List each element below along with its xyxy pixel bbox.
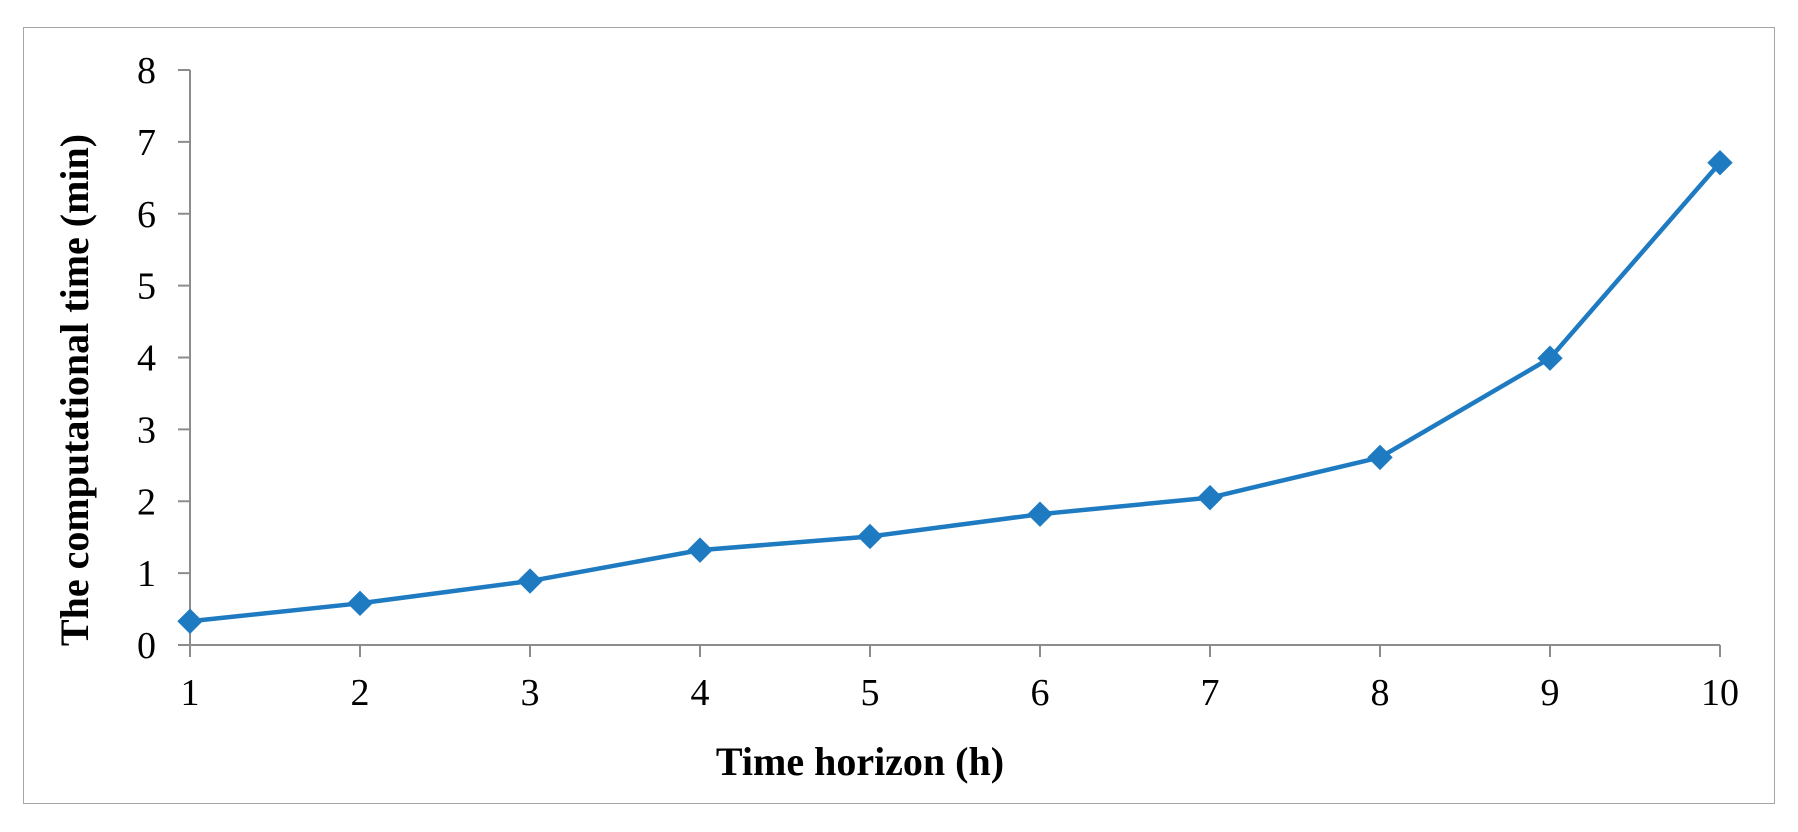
- y-tick-label: 7: [137, 122, 156, 164]
- x-tick-label: 5: [861, 672, 880, 714]
- data-point-marker: [1367, 444, 1393, 471]
- data-point-marker: [1537, 345, 1563, 371]
- axes: [189, 70, 1720, 646]
- x-tick-label: 9: [1541, 672, 1560, 714]
- data-point-marker: [857, 523, 883, 550]
- data-point-marker: [347, 590, 373, 617]
- series-line: [189, 161, 1722, 624]
- data-point-marker: [517, 568, 543, 594]
- series-layer: [177, 150, 1733, 634]
- y-axis-title: The computational time (min): [52, 134, 97, 646]
- x-tick-label: 4: [691, 672, 710, 714]
- y-tick-label: 1: [137, 553, 156, 595]
- data-point-marker: [177, 608, 203, 634]
- data-point-marker: [1027, 501, 1053, 527]
- x-tick-label: 8: [1371, 672, 1390, 714]
- x-tick-label: 10: [1701, 672, 1739, 714]
- x-tick-label: 2: [351, 672, 370, 714]
- data-point-marker: [1707, 150, 1733, 176]
- x-axis-title: Time horizon (h): [716, 739, 1004, 784]
- y-axis-ticks: 0 1 2 3 4 5 6 7 8: [137, 50, 190, 667]
- x-axis-ticks: 1 2 3 4 5 6 7 8 9 10: [181, 645, 1739, 714]
- x-tick-label: 3: [521, 672, 540, 714]
- chart-frame: [23, 27, 1775, 804]
- y-tick-label: 5: [137, 266, 156, 308]
- y-tick-label: 4: [137, 338, 156, 380]
- x-tick-label: 6: [1031, 672, 1050, 714]
- data-point-marker: [1197, 484, 1223, 511]
- y-tick-label: 8: [137, 50, 156, 92]
- y-tick-label: 2: [137, 481, 156, 523]
- data-point-marker: [687, 537, 713, 563]
- x-tick-label: 1: [181, 672, 200, 714]
- y-tick-label: 6: [137, 194, 156, 236]
- y-tick-label: 3: [137, 409, 156, 451]
- x-tick-label: 7: [1201, 672, 1220, 714]
- y-tick-label: 0: [137, 625, 156, 667]
